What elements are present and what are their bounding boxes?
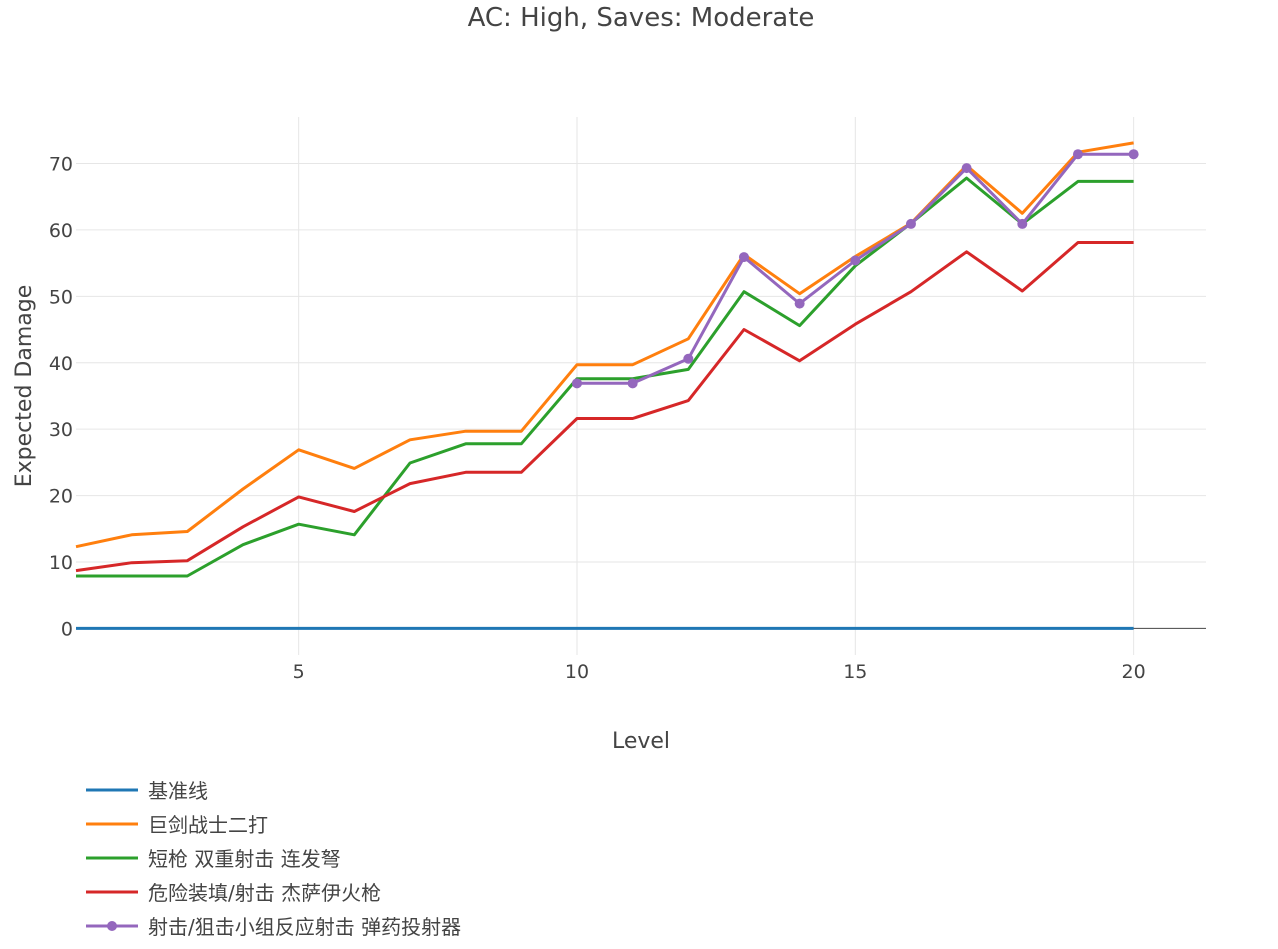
y-tick-label: 70 xyxy=(49,153,73,175)
data-point xyxy=(961,163,972,174)
series-1 xyxy=(75,141,1134,549)
y-tick-label: 10 xyxy=(49,552,73,574)
series-lines xyxy=(75,141,1139,630)
data-point xyxy=(627,378,638,389)
x-tick-label: 10 xyxy=(565,661,589,683)
y-tick-label: 30 xyxy=(49,419,73,441)
series-3 xyxy=(75,241,1134,573)
data-point xyxy=(571,378,582,389)
data-point xyxy=(683,353,694,364)
legend-label: 巨剑战士二打 xyxy=(148,813,268,837)
legend-item: 射击/狙击小组反应射击 弹药投射器 xyxy=(86,915,461,939)
legend-label: 危险装填/射击 杰萨伊火枪 xyxy=(148,881,381,905)
tick-labels: 5 10 15 20 0 10 20 30 40 50 60 70 xyxy=(49,153,1146,683)
chart-title: AC: High, Saves: Moderate xyxy=(468,3,815,33)
data-point xyxy=(794,298,805,309)
gridlines xyxy=(76,117,1206,655)
y-tick-label: 60 xyxy=(49,220,73,242)
series-4 xyxy=(571,149,1139,389)
legend-label: 射击/狙击小组反应射击 弹药投射器 xyxy=(148,915,461,939)
series-2 xyxy=(76,176,1134,578)
data-point xyxy=(1017,218,1028,229)
data-point xyxy=(905,218,916,229)
y-axis-title: Expected Damage xyxy=(12,285,37,487)
data-point xyxy=(1128,149,1139,160)
legend-marker xyxy=(107,921,117,931)
data-point xyxy=(850,255,861,266)
data-point xyxy=(1072,149,1083,160)
data-point xyxy=(738,252,749,263)
legend-item: 巨剑战士二打 xyxy=(86,813,268,837)
x-axis-title: Level xyxy=(612,729,670,754)
y-tick-label: 20 xyxy=(49,486,73,508)
x-tick-label: 20 xyxy=(1122,661,1146,683)
legend-item: 基准线 xyxy=(86,779,208,803)
x-tick-label: 5 xyxy=(293,661,305,683)
y-tick-label: 0 xyxy=(61,618,73,640)
series-line xyxy=(75,141,1134,549)
series-line xyxy=(75,241,1134,573)
y-tick-label: 40 xyxy=(49,353,73,375)
legend-item: 短枪 双重射击 连发弩 xyxy=(86,847,341,871)
legend-item: 危险装填/射击 杰萨伊火枪 xyxy=(86,881,381,905)
y-tick-label: 50 xyxy=(49,286,73,308)
x-tick-label: 15 xyxy=(843,661,867,683)
legend-label: 短枪 双重射击 连发弩 xyxy=(148,847,341,871)
series-line xyxy=(76,176,1134,578)
legend-label: 基准线 xyxy=(148,779,208,803)
